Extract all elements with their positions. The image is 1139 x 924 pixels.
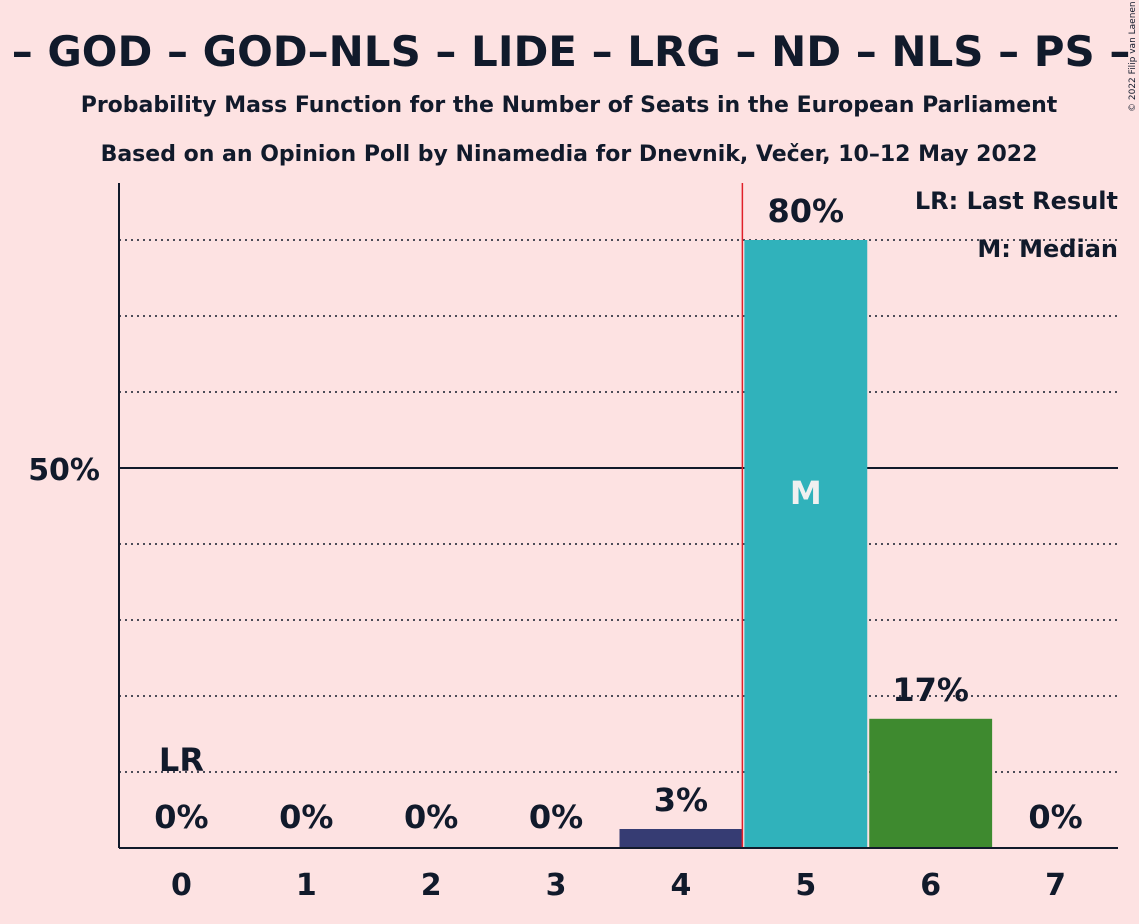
x-tick-label-4: 4 (671, 868, 692, 903)
x-tick-label-0: 0 (171, 868, 192, 903)
x-tick-label-2: 2 (421, 868, 442, 903)
x-tick-label-7: 7 (1045, 868, 1066, 903)
last-result-marker: LR (159, 741, 204, 779)
gridlines (119, 239, 1118, 773)
bar-seat-4 (619, 829, 743, 848)
y-tick-label-50: 50% (28, 453, 100, 488)
bar-seat-5 (744, 240, 868, 848)
legend-median: M: Median (977, 235, 1118, 263)
data-labels: 0% 0% 0% 0% 3% 80% 17% 0% M LR (154, 183, 1083, 848)
data-label-seat-3: 0% (529, 798, 583, 836)
chart-title: D – GOD – GOD–NLS – LIDE – LRG – ND – NL… (0, 27, 1139, 76)
median-marker: M (790, 474, 822, 512)
legend-last-result: LR: Last Result (915, 187, 1118, 215)
x-tick-label-5: 5 (795, 868, 816, 903)
x-tick-label-1: 1 (296, 868, 317, 903)
bar-seat-6 (869, 718, 993, 848)
copyright-notice: © 2022 Filip van Laenen (1128, 1, 1138, 112)
data-label-seat-4: 3% (654, 781, 708, 819)
data-label-seat-6: 17% (892, 671, 969, 709)
x-axis-ticks: 0 1 2 3 4 5 6 7 (171, 868, 1066, 903)
data-label-seat-1: 0% (279, 798, 333, 836)
chart-subtitle-pmf: Probability Mass Function for the Number… (81, 93, 1058, 118)
data-label-seat-7: 0% (1028, 798, 1082, 836)
x-tick-label-6: 6 (920, 868, 941, 903)
bars (619, 240, 993, 848)
x-tick-label-3: 3 (546, 868, 567, 903)
chart-subtitle-poll: Based on an Opinion Poll by Ninamedia fo… (101, 142, 1038, 167)
data-label-seat-0: 0% (154, 798, 208, 836)
data-label-seat-2: 0% (404, 798, 458, 836)
data-label-seat-5: 80% (768, 192, 845, 230)
